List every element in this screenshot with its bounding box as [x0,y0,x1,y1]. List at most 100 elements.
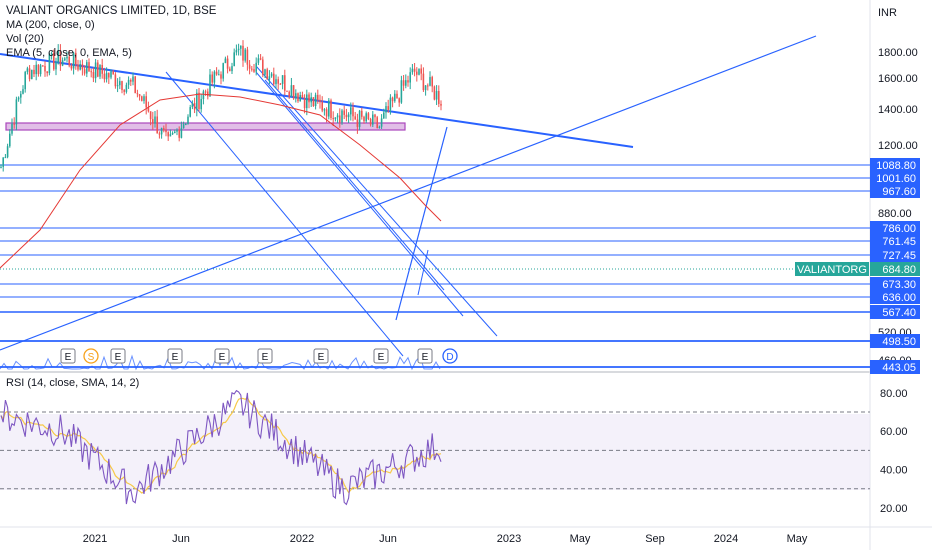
last-price-label: 684.80 [882,264,916,276]
candle-body [152,119,154,124]
candle-body [440,103,442,106]
symbol-title[interactable]: VALIANT ORGANICS LIMITED, 1D, BSE [6,5,217,17]
price-tick: 1600.00 [878,73,918,85]
candle-body [308,94,310,103]
candle-body [332,117,334,120]
candle-body [39,65,42,75]
ma-line [0,93,442,269]
price-axis-ticks: 1800.001600.001400.001200.00880.00520.00… [878,47,918,367]
candle-body [174,131,176,133]
candle-body [336,115,339,118]
rsi-legend[interactable]: RSI (14, close, SMA, 14, 2) [6,377,140,389]
candle-body [15,99,18,125]
candle-body [134,76,136,94]
candle-body [394,93,396,102]
candle-body [398,98,400,103]
candle-body [88,62,90,72]
candle-body [387,106,389,110]
candle-body [127,79,130,85]
earnings-marker-label: E [65,352,72,363]
candle-body [411,68,414,73]
rsi-tick: 60.00 [880,426,908,438]
price-level-label: 636.00 [882,292,916,304]
candle-body [367,113,370,120]
trendline [165,71,404,357]
candle-body [361,110,363,117]
trendline [395,126,448,321]
candle-body [167,132,169,137]
candle-body [187,116,189,124]
candle-body [273,73,275,85]
candle-body [132,76,134,82]
candle-body [156,116,158,134]
price-level-lines [0,164,870,368]
candle-body [121,81,123,91]
candle-body [299,95,301,102]
candle-body [226,58,229,69]
time-tick: Jun [172,533,190,545]
price-level-label-box [870,248,920,262]
candle-body [178,130,180,138]
price-level-label-box [870,184,920,198]
candle-body [28,68,31,79]
price-level-label: 761.45 [882,236,916,248]
candle-body [97,62,99,77]
candle-body [438,91,440,104]
candle-body [55,61,57,70]
price-level-label-box [870,234,920,248]
chart-legend: VALIANT ORGANICS LIMITED, 1D, BSE MA (20… [6,4,216,60]
candle-body [427,85,429,87]
candle-body [171,132,174,135]
candle-body [163,128,165,131]
candle-body [108,72,110,78]
candle-body [281,75,284,84]
ma-legend[interactable]: MA (200, close, 0) [6,19,95,31]
candle-body [149,111,152,120]
candle-body [365,113,367,122]
candle-body [418,68,420,75]
candle-body [165,130,167,133]
price-level-label: 786.00 [882,223,916,235]
candle-body [413,68,416,72]
volume-legend[interactable]: Vol (20) [6,33,44,45]
candle-body [231,66,233,72]
time-tick: May [787,533,808,545]
price-tick: 1800.00 [878,47,918,59]
time-tick: 2022 [290,533,314,545]
earnings-marker [417,348,433,364]
candle-body [138,94,141,97]
rsi-bands [0,411,870,490]
candle-body [290,85,293,97]
earnings-marker [313,348,329,364]
candle-body [123,90,125,92]
candle-body [312,97,315,107]
candle-body [103,73,106,80]
candle-body [211,74,213,83]
earnings-marker [110,348,126,364]
candle-body [259,58,262,60]
candle-body [431,77,433,87]
trendline [0,53,634,148]
candle-body [196,92,198,110]
candle-body [4,157,7,159]
candle-body [202,91,205,100]
candle-body [116,85,119,87]
candle-body [11,123,13,134]
symbol-tag-box [795,262,869,276]
candle-body [433,86,436,100]
candle-body [407,80,409,83]
candle-body [334,117,337,120]
candle-body [193,103,196,110]
candle-body [347,114,350,118]
candle-body [279,83,282,85]
trendline [255,71,464,317]
ema-legend[interactable]: EMA (5, close, 0, EMA, 5) [6,47,132,59]
candle-body [369,119,372,125]
candle-body [303,98,306,109]
candle-body [86,62,88,74]
candle-body [253,69,255,72]
price-level-label: 967.60 [882,186,916,198]
